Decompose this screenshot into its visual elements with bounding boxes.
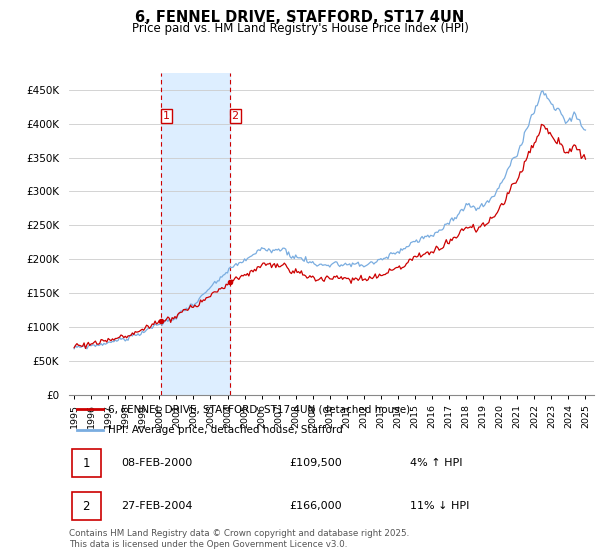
Bar (161, 73, 230, 395)
Text: 2: 2 (82, 500, 90, 513)
Text: 1: 1 (163, 111, 170, 122)
Text: 1: 1 (82, 456, 90, 470)
FancyBboxPatch shape (71, 492, 101, 520)
Text: HPI: Average price, detached house, Stafford: HPI: Average price, detached house, Staf… (109, 424, 343, 435)
Text: 4% ↑ HPI: 4% ↑ HPI (410, 458, 463, 468)
Text: 11% ↓ HPI: 11% ↓ HPI (410, 501, 470, 511)
Text: 6, FENNEL DRIVE, STAFFORD, ST17 4UN: 6, FENNEL DRIVE, STAFFORD, ST17 4UN (136, 10, 464, 25)
Text: 2: 2 (232, 111, 239, 122)
Text: Price paid vs. HM Land Registry's House Price Index (HPI): Price paid vs. HM Land Registry's House … (131, 22, 469, 35)
Text: 6, FENNEL DRIVE, STAFFORD, ST17 4UN (detached house): 6, FENNEL DRIVE, STAFFORD, ST17 4UN (det… (109, 404, 410, 414)
Text: 08-FEB-2000: 08-FEB-2000 (121, 458, 193, 468)
Text: 27-FEB-2004: 27-FEB-2004 (121, 501, 193, 511)
Text: £166,000: £166,000 (290, 501, 342, 511)
Text: £109,500: £109,500 (290, 458, 342, 468)
FancyBboxPatch shape (71, 449, 101, 477)
Text: Contains HM Land Registry data © Crown copyright and database right 2025.
This d: Contains HM Land Registry data © Crown c… (69, 529, 409, 549)
